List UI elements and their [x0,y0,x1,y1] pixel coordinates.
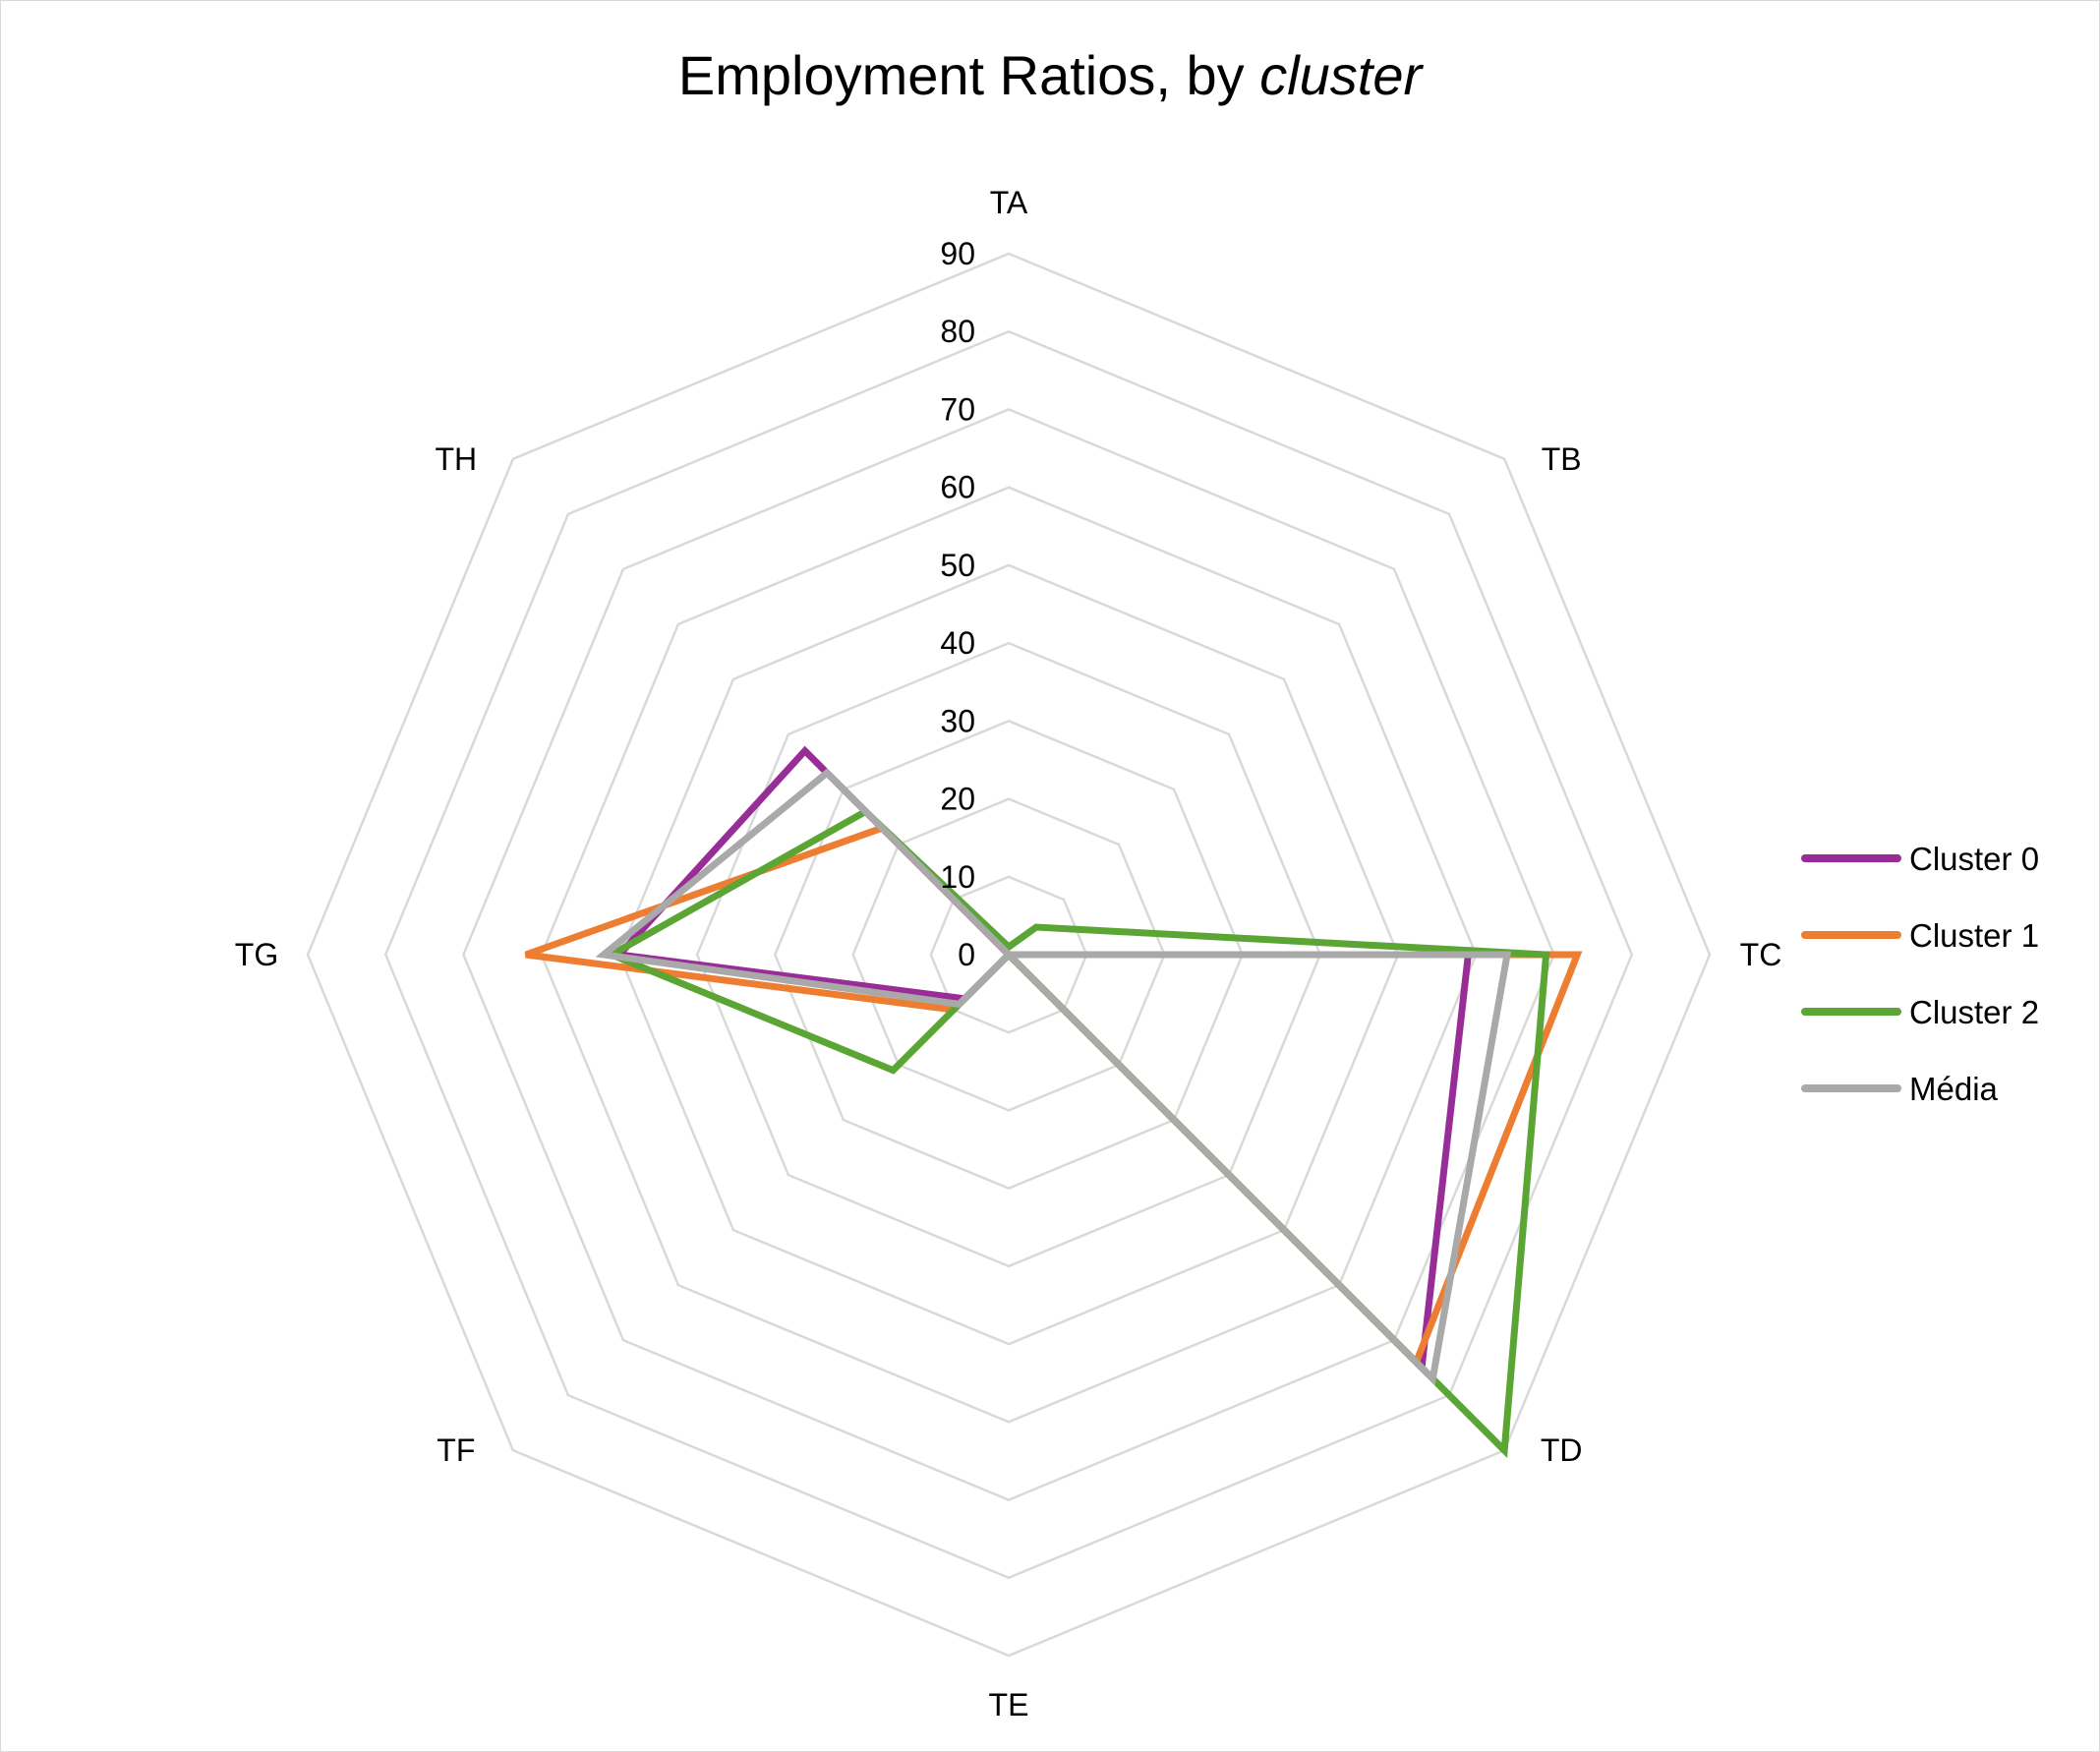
tick-label-10: 10 [940,859,975,895]
series-layer [524,745,1583,1459]
series-0-line [612,745,1473,1375]
tick-label-70: 70 [940,391,975,427]
legend: Cluster 0 Cluster 1 Cluster 2 Média [1801,841,2039,1107]
grid-ring-70 [462,408,1555,1501]
grid-ring-80 [383,329,1634,1580]
legend-label-3: Média [1909,1071,1999,1107]
grid-ring-60 [540,486,1478,1424]
tick-label-30: 30 [940,703,975,738]
chart-title: Employment Ratios, by cluster [0,43,2100,107]
grid-ring-90 [306,252,1712,1658]
chart-title-text: Employment Ratios, by [677,44,1245,106]
grid-ring-40 [695,641,1322,1268]
tick-label-40: 40 [940,625,975,661]
axis-label-tb: TB [1542,441,1582,477]
grid-layer [306,252,1712,1658]
axis-label-tc: TC [1740,937,1782,972]
chart-title-emphasis: cluster [1259,44,1423,106]
tick-label-90: 90 [940,236,975,271]
tick-label-50: 50 [940,548,975,583]
ticks-layer: 0 10 20 30 40 50 60 70 80 90 [940,236,975,972]
axis-label-td: TD [1541,1432,1583,1468]
axis-label-ta: TA [990,185,1028,220]
grid-ring-20 [851,797,1166,1112]
axis-label-tg: TG [235,937,278,972]
grid-ring-10 [929,875,1088,1034]
axis-label-th: TH [436,441,478,477]
axis-label-te: TE [989,1687,1029,1723]
legend-label-0: Cluster 0 [1909,841,2039,877]
axis-label-tf: TF [437,1432,475,1468]
legend-label-2: Cluster 2 [1909,994,2039,1030]
tick-label-60: 60 [940,470,975,505]
axis-label-layer: TA TB TC TD TE TF TG TH [235,185,1782,1723]
series-3-line [595,768,1512,1386]
grid-ring-50 [617,563,1400,1346]
tick-label-80: 80 [940,314,975,349]
tick-label-0: 0 [958,937,975,972]
legend-label-1: Cluster 1 [1909,917,2039,954]
tick-label-20: 20 [940,782,975,817]
grid-ring-30 [773,719,1245,1191]
